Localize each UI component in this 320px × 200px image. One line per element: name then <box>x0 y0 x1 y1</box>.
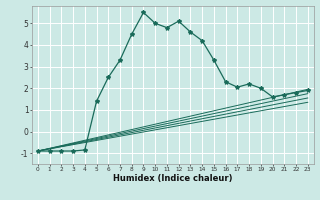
X-axis label: Humidex (Indice chaleur): Humidex (Indice chaleur) <box>113 174 233 183</box>
